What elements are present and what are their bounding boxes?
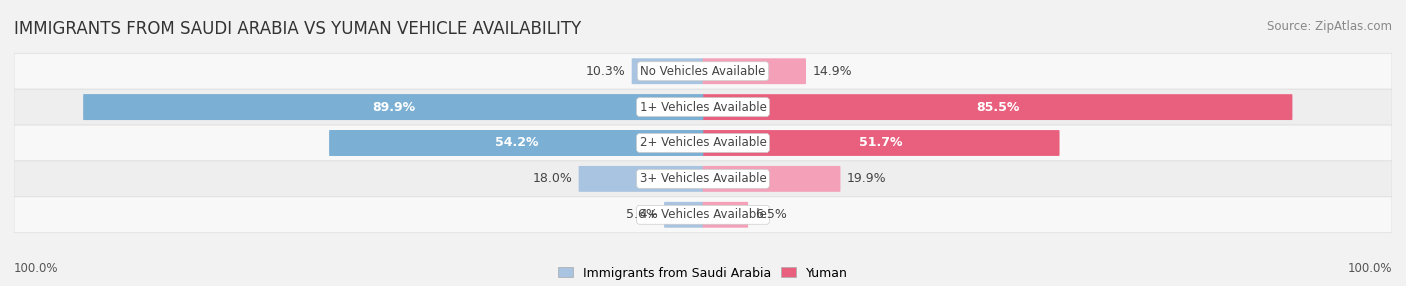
- Text: 89.9%: 89.9%: [371, 101, 415, 114]
- FancyBboxPatch shape: [14, 89, 1392, 125]
- Text: 1+ Vehicles Available: 1+ Vehicles Available: [640, 101, 766, 114]
- Text: 18.0%: 18.0%: [533, 172, 572, 185]
- Text: 85.5%: 85.5%: [976, 101, 1019, 114]
- Text: 100.0%: 100.0%: [1347, 262, 1392, 275]
- FancyBboxPatch shape: [83, 94, 703, 120]
- Text: 6.5%: 6.5%: [755, 208, 786, 221]
- FancyBboxPatch shape: [631, 58, 703, 84]
- FancyBboxPatch shape: [14, 125, 1392, 161]
- FancyBboxPatch shape: [703, 58, 806, 84]
- Text: 100.0%: 100.0%: [14, 262, 59, 275]
- FancyBboxPatch shape: [329, 130, 703, 156]
- FancyBboxPatch shape: [703, 94, 1292, 120]
- Text: Source: ZipAtlas.com: Source: ZipAtlas.com: [1267, 20, 1392, 33]
- FancyBboxPatch shape: [664, 202, 703, 228]
- FancyBboxPatch shape: [329, 130, 703, 156]
- FancyBboxPatch shape: [83, 94, 703, 120]
- Text: 5.6%: 5.6%: [626, 208, 658, 221]
- Text: 14.9%: 14.9%: [813, 65, 852, 78]
- FancyBboxPatch shape: [14, 161, 1392, 197]
- Text: No Vehicles Available: No Vehicles Available: [640, 65, 766, 78]
- FancyBboxPatch shape: [703, 130, 1060, 156]
- Text: 51.7%: 51.7%: [859, 136, 903, 150]
- FancyBboxPatch shape: [703, 166, 841, 192]
- Text: 4+ Vehicles Available: 4+ Vehicles Available: [640, 208, 766, 221]
- Text: 3+ Vehicles Available: 3+ Vehicles Available: [640, 172, 766, 185]
- Legend: Immigrants from Saudi Arabia, Yuman: Immigrants from Saudi Arabia, Yuman: [558, 267, 848, 279]
- FancyBboxPatch shape: [14, 53, 1392, 89]
- Text: 2+ Vehicles Available: 2+ Vehicles Available: [640, 136, 766, 150]
- FancyBboxPatch shape: [14, 197, 1392, 233]
- Text: IMMIGRANTS FROM SAUDI ARABIA VS YUMAN VEHICLE AVAILABILITY: IMMIGRANTS FROM SAUDI ARABIA VS YUMAN VE…: [14, 20, 581, 38]
- Text: 19.9%: 19.9%: [846, 172, 887, 185]
- Text: 10.3%: 10.3%: [585, 65, 626, 78]
- FancyBboxPatch shape: [579, 166, 703, 192]
- FancyBboxPatch shape: [703, 202, 748, 228]
- Text: 54.2%: 54.2%: [495, 136, 538, 150]
